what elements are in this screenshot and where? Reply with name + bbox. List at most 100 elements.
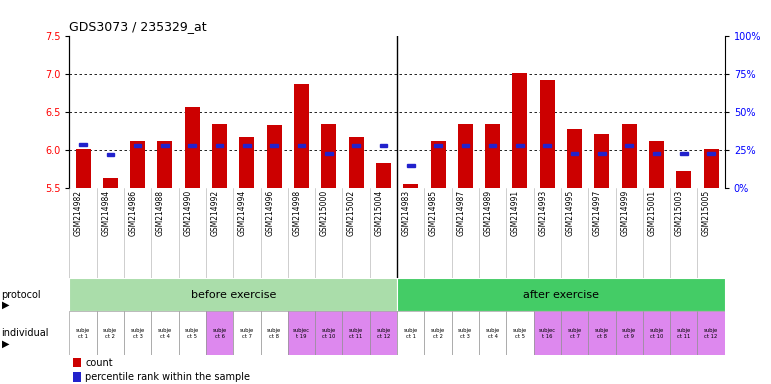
Bar bbox=[185, 107, 200, 188]
Text: subje
ct 2: subje ct 2 bbox=[103, 328, 117, 339]
Text: GSM214994: GSM214994 bbox=[238, 190, 247, 236]
Text: subjec
t 19: subjec t 19 bbox=[293, 328, 310, 339]
Bar bbox=[69, 311, 96, 355]
Bar bbox=[507, 311, 534, 355]
Bar bbox=[680, 152, 688, 155]
Text: subje
ct 11: subje ct 11 bbox=[677, 328, 691, 339]
Text: GSM215001: GSM215001 bbox=[648, 190, 656, 236]
Bar bbox=[462, 144, 469, 147]
Bar bbox=[403, 184, 418, 188]
Text: GSM214990: GSM214990 bbox=[183, 190, 192, 236]
Bar bbox=[458, 124, 473, 188]
Bar bbox=[561, 311, 588, 355]
Text: ▶: ▶ bbox=[2, 299, 9, 310]
Text: subje
ct 1: subje ct 1 bbox=[403, 328, 418, 339]
Bar bbox=[352, 144, 360, 147]
Bar bbox=[621, 124, 637, 188]
Bar bbox=[315, 311, 342, 355]
Text: GSM214982: GSM214982 bbox=[74, 190, 83, 236]
Text: GSM215002: GSM215002 bbox=[347, 190, 356, 236]
Bar bbox=[643, 311, 670, 355]
Bar bbox=[649, 141, 664, 188]
Bar bbox=[479, 311, 507, 355]
Bar bbox=[288, 311, 315, 355]
Bar bbox=[243, 144, 251, 147]
Text: GSM214988: GSM214988 bbox=[156, 190, 165, 236]
Bar bbox=[348, 137, 364, 188]
Text: after exercise: after exercise bbox=[523, 290, 599, 300]
Bar bbox=[161, 144, 169, 147]
Bar bbox=[239, 137, 254, 188]
Bar bbox=[342, 311, 370, 355]
Text: GSM215000: GSM215000 bbox=[320, 190, 328, 236]
Text: subje
ct 10: subje ct 10 bbox=[649, 328, 664, 339]
Text: GSM214991: GSM214991 bbox=[511, 190, 520, 236]
Bar bbox=[96, 311, 124, 355]
Bar bbox=[670, 311, 698, 355]
Text: subje
ct 9: subje ct 9 bbox=[622, 328, 636, 339]
Text: GSM214993: GSM214993 bbox=[538, 190, 547, 236]
Bar bbox=[79, 142, 87, 146]
Bar bbox=[130, 141, 145, 188]
Bar bbox=[489, 144, 497, 147]
Bar bbox=[430, 141, 446, 188]
Text: subje
ct 8: subje ct 8 bbox=[594, 328, 609, 339]
Text: GDS3073 / 235329_at: GDS3073 / 235329_at bbox=[69, 20, 207, 33]
Text: subje
ct 7: subje ct 7 bbox=[240, 328, 254, 339]
Bar bbox=[206, 311, 233, 355]
Bar bbox=[179, 311, 206, 355]
Bar bbox=[376, 163, 391, 188]
Bar bbox=[73, 358, 81, 367]
Text: GSM214984: GSM214984 bbox=[101, 190, 110, 236]
Text: subje
ct 10: subje ct 10 bbox=[322, 328, 336, 339]
Bar bbox=[540, 81, 555, 188]
Text: before exercise: before exercise bbox=[190, 290, 276, 300]
Text: percentile rank within the sample: percentile rank within the sample bbox=[85, 372, 250, 382]
Text: subje
ct 3: subje ct 3 bbox=[130, 328, 145, 339]
Bar bbox=[298, 144, 305, 147]
Bar bbox=[103, 178, 118, 188]
Text: subje
ct 4: subje ct 4 bbox=[486, 328, 500, 339]
Bar bbox=[567, 129, 582, 188]
Text: GSM215004: GSM215004 bbox=[375, 190, 383, 236]
Bar bbox=[76, 149, 90, 188]
Text: subje
ct 6: subje ct 6 bbox=[213, 328, 227, 339]
Bar bbox=[379, 144, 387, 147]
Bar bbox=[485, 124, 500, 188]
Bar bbox=[676, 172, 692, 188]
Text: GSM214996: GSM214996 bbox=[265, 190, 274, 236]
Bar bbox=[598, 152, 606, 155]
Bar bbox=[513, 73, 527, 188]
Text: GSM215005: GSM215005 bbox=[702, 190, 711, 236]
Text: subje
ct 7: subje ct 7 bbox=[567, 328, 581, 339]
Text: subjec
t 16: subjec t 16 bbox=[539, 328, 556, 339]
Bar bbox=[625, 144, 633, 147]
Bar bbox=[516, 144, 524, 147]
Bar bbox=[704, 149, 719, 188]
Text: GSM214985: GSM214985 bbox=[429, 190, 438, 236]
Bar bbox=[571, 152, 578, 155]
Bar bbox=[325, 152, 332, 155]
Bar bbox=[124, 311, 151, 355]
Bar bbox=[151, 311, 179, 355]
Bar bbox=[452, 311, 479, 355]
Text: GSM215003: GSM215003 bbox=[675, 190, 684, 236]
Bar bbox=[424, 311, 452, 355]
Text: subje
ct 4: subje ct 4 bbox=[158, 328, 172, 339]
Text: GSM214998: GSM214998 bbox=[292, 190, 301, 236]
Bar bbox=[698, 311, 725, 355]
Bar bbox=[261, 311, 288, 355]
Text: GSM214986: GSM214986 bbox=[129, 190, 138, 236]
Bar bbox=[407, 164, 415, 167]
Bar bbox=[233, 311, 261, 355]
Bar bbox=[267, 125, 281, 188]
Text: subje
ct 5: subje ct 5 bbox=[185, 328, 200, 339]
Text: count: count bbox=[85, 358, 113, 368]
Text: GSM214992: GSM214992 bbox=[210, 190, 220, 236]
Bar bbox=[707, 152, 715, 155]
Text: subje
ct 12: subje ct 12 bbox=[704, 328, 719, 339]
Text: protocol: protocol bbox=[2, 290, 41, 300]
Text: GSM214995: GSM214995 bbox=[566, 190, 574, 236]
Text: GSM214997: GSM214997 bbox=[593, 190, 602, 236]
Bar bbox=[397, 278, 725, 311]
